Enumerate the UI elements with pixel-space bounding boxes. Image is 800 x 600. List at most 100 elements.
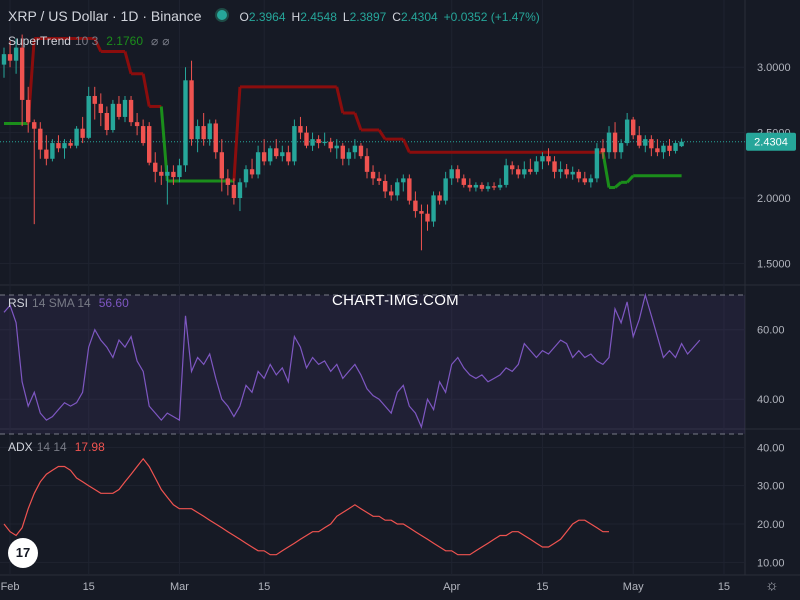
rsi-axis-tick-label: 60.00 <box>757 325 785 337</box>
candle-body <box>249 169 255 175</box>
time-axis-tick-label: May <box>623 581 644 593</box>
adx-value: 17.98 <box>74 440 105 454</box>
close-value: 2.4304 <box>400 10 438 24</box>
candle <box>346 148 352 166</box>
candle <box>159 165 164 185</box>
candle <box>80 116 85 144</box>
time-axis-tick-label: Feb <box>1 581 20 593</box>
candle-body <box>588 178 594 183</box>
candle-body <box>147 126 152 163</box>
candle-body <box>219 152 224 179</box>
candle-body <box>455 169 460 179</box>
rsi-legend[interactable]: RSI 14 SMA 14 56.60 <box>8 296 129 310</box>
candle <box>201 113 206 146</box>
candle-body <box>443 178 448 201</box>
candle <box>510 161 515 175</box>
candle-body <box>558 169 563 172</box>
candle <box>189 60 194 146</box>
supertrend-params: 10 3 <box>74 34 99 48</box>
candle-body <box>631 119 636 136</box>
low-label: L <box>342 10 350 24</box>
supertrend-segment <box>401 138 411 153</box>
candle-body <box>346 152 352 159</box>
gear-icon[interactable]: ☼ <box>765 577 779 594</box>
candle-body <box>540 156 545 162</box>
candle-body <box>128 99 134 123</box>
candle <box>231 178 237 205</box>
candle <box>522 161 527 179</box>
candle-body <box>189 80 194 140</box>
time-axis-tick-label: 15 <box>536 581 548 593</box>
candle-body <box>1 54 7 65</box>
candle-body <box>153 162 158 172</box>
candle <box>382 174 388 198</box>
candle <box>116 96 122 120</box>
candle <box>491 182 497 191</box>
symbol-title[interactable]: XRP / US Dollar · 1D · Binance <box>8 8 202 24</box>
candle <box>534 156 539 175</box>
candle-body <box>68 143 73 146</box>
adx-line <box>3 457 609 556</box>
candle <box>50 139 55 162</box>
candle <box>389 184 394 201</box>
candle-body <box>552 161 557 172</box>
candle-body <box>491 186 497 188</box>
candle-body <box>606 132 612 153</box>
candle-body <box>19 47 25 100</box>
candle <box>104 106 110 136</box>
candle <box>38 122 43 159</box>
supertrend-segment <box>353 112 363 131</box>
candle <box>7 41 13 68</box>
candle-body <box>56 143 61 149</box>
candle <box>540 152 545 170</box>
candle-body <box>134 122 140 127</box>
candle-body <box>352 145 358 153</box>
candle-body <box>503 165 509 185</box>
candle-body <box>612 132 618 153</box>
candle <box>134 113 140 136</box>
hidden-eye-icon[interactable]: ⌀ <box>151 34 159 48</box>
supertrend-segment <box>626 174 635 184</box>
candle-body <box>637 135 642 146</box>
price-axis-tick-label: 3.0000 <box>757 62 791 74</box>
candle-body <box>7 54 13 61</box>
market-status-icon <box>215 8 230 22</box>
candle <box>225 169 231 196</box>
candle-body <box>497 184 503 188</box>
candle-body <box>304 132 309 146</box>
candle-body <box>582 178 587 183</box>
candle <box>552 156 557 179</box>
candle <box>183 67 188 172</box>
candle <box>13 38 19 74</box>
candle-body <box>661 145 666 153</box>
candle <box>334 139 339 159</box>
tradingview-logo-icon[interactable]: 17 <box>8 538 38 568</box>
candle <box>661 143 666 159</box>
candle-body <box>74 128 79 146</box>
candle-body <box>328 141 333 149</box>
candle <box>268 145 273 166</box>
candle <box>455 165 460 183</box>
hidden-eye-icon[interactable]: ⌀ <box>162 34 170 48</box>
candle <box>437 191 442 205</box>
candle <box>352 139 358 159</box>
candle <box>74 126 79 149</box>
candle <box>304 126 309 149</box>
candle <box>62 139 67 159</box>
rsi-name: RSI <box>8 296 29 310</box>
candle-body <box>292 126 297 162</box>
candle <box>213 119 218 159</box>
candle-body <box>316 139 321 144</box>
high-label: H <box>291 10 301 24</box>
candle <box>165 165 170 205</box>
candle-body <box>32 122 37 129</box>
candle-body <box>231 184 237 198</box>
supertrend-legend[interactable]: SuperTrend 10 3 2.1760 ⌀ ⌀ <box>8 34 169 48</box>
candle-body <box>201 126 206 140</box>
candle <box>425 204 430 231</box>
candle <box>328 137 333 153</box>
adx-legend[interactable]: ADX 14 14 17.98 <box>8 440 105 454</box>
candle <box>449 165 454 185</box>
supertrend-segment <box>141 73 151 107</box>
